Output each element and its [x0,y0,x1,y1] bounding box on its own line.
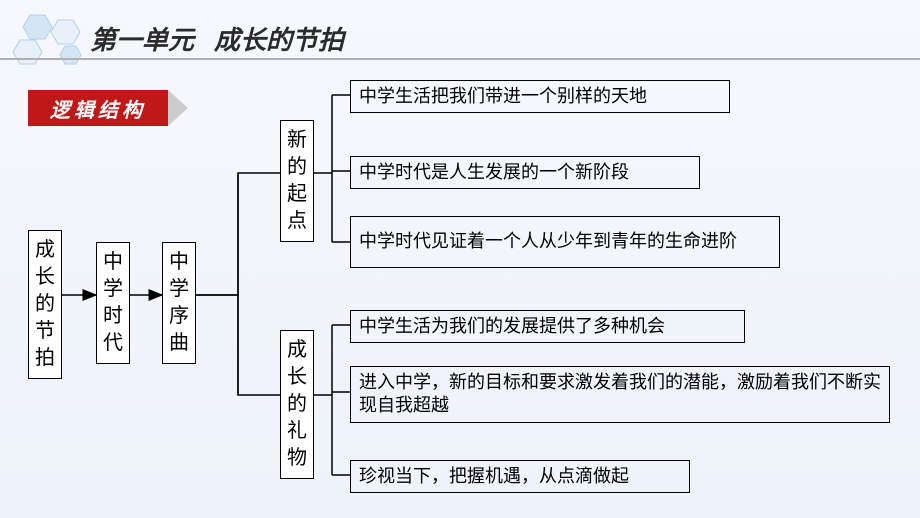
node-root: 成长的节拍 [28,230,62,379]
title-underline [0,58,920,60]
node-t4: 中学生活为我们的发展提供了多种机会 [350,310,745,343]
hex-decoration [10,10,100,75]
node-b1: 新的起点 [280,120,314,242]
subtitle-text: 逻辑结构 [50,94,146,123]
node-t5: 进入中学，新的目标和要求激发着我们的潜能，激励着我们不断实现自我超越 [350,366,890,423]
node-b2: 成长的礼物 [280,330,314,479]
node-t3: 中学时代见证着一个人从少年到青年的生命进阶 [350,216,780,268]
node-t1: 中学生活把我们带进一个别样的天地 [350,80,730,113]
page-title: 第一单元成长的节拍 [90,20,344,57]
node-l2: 中学时代 [96,242,130,364]
node-t2: 中学时代是人生发展的一个新阶段 [350,156,700,189]
title-name: 成长的节拍 [214,26,344,55]
node-l3: 中学序曲 [162,242,196,364]
title-unit: 第一单元 [90,26,194,55]
subtitle-badge: 逻辑结构 [28,90,168,126]
node-t6: 珍视当下，把握机遇，从点滴做起 [350,460,690,493]
